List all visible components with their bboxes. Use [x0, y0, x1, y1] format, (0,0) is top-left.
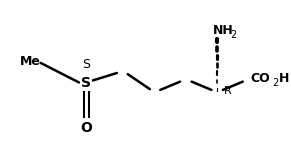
Text: R: R: [224, 86, 232, 97]
Text: S: S: [82, 58, 90, 71]
Text: CO: CO: [250, 72, 270, 85]
Text: 2: 2: [230, 30, 237, 40]
Text: NH: NH: [213, 24, 234, 37]
Text: 2: 2: [272, 78, 278, 88]
Text: H: H: [278, 72, 289, 85]
Text: O: O: [80, 121, 92, 135]
Text: Me: Me: [20, 55, 41, 68]
Text: S: S: [81, 76, 91, 89]
